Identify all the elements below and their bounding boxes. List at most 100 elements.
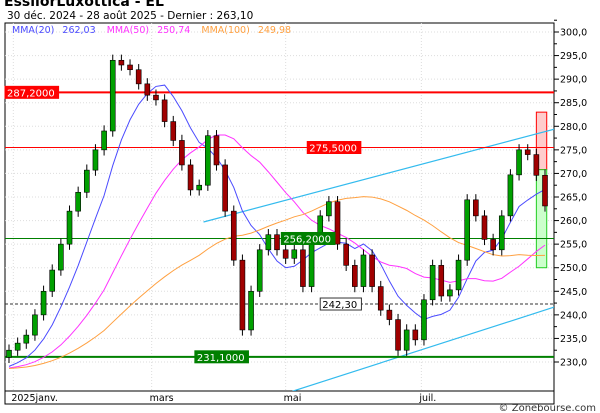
candle-body xyxy=(40,290,47,316)
legend-ma100-value: 249,98 xyxy=(257,25,292,36)
candle-body xyxy=(127,64,133,71)
candle-body xyxy=(144,83,151,96)
y-tick-label: 260,0 xyxy=(560,216,587,227)
channel-line xyxy=(203,128,554,223)
x-tick-label: juil. xyxy=(418,393,436,404)
channel-line xyxy=(292,306,554,391)
y-tick-label: 230,0 xyxy=(560,358,587,369)
candle-body xyxy=(343,243,349,266)
candle-body xyxy=(524,149,531,155)
candle-body xyxy=(498,215,505,251)
candle-body xyxy=(118,59,125,66)
candle-body xyxy=(49,269,56,292)
level-label-box xyxy=(280,231,336,245)
legend: MMA(20) 262,03 MMA(50) 250,74 MMA(100) 249,… xyxy=(12,25,299,36)
y-tick-label: 275,0 xyxy=(560,145,587,156)
legend-ma100-label: MMA(100) xyxy=(201,25,250,36)
candle-body xyxy=(92,149,99,171)
chart-title: EssilorLuxottica - EL xyxy=(4,0,164,10)
candle-body xyxy=(516,149,522,176)
candle-body xyxy=(421,299,427,341)
candle-body xyxy=(205,135,211,186)
candle-body xyxy=(464,199,470,261)
moving-average-line xyxy=(8,134,546,369)
candle-body xyxy=(170,121,177,141)
candle-body xyxy=(455,259,462,291)
candle-body xyxy=(308,239,315,287)
chart-subtitle: 30 déc. 2024 - 28 août 2025 - Dernier : … xyxy=(7,10,254,22)
candle-body xyxy=(300,249,306,287)
candle-body xyxy=(32,314,38,336)
moving-average-line xyxy=(8,84,546,367)
legend-ma20-value: 262,03 xyxy=(62,25,96,36)
x-tick-label: mars xyxy=(150,393,174,404)
level-label: 231,1000 xyxy=(197,353,245,364)
candle-body xyxy=(481,215,488,240)
candle-body xyxy=(490,239,496,251)
candle-body xyxy=(23,334,30,344)
candle-body xyxy=(334,201,341,245)
level-label-box xyxy=(194,350,249,364)
candle-body xyxy=(213,135,220,166)
candle-body xyxy=(282,249,289,259)
candle-body xyxy=(352,265,358,287)
candle-body xyxy=(256,249,263,292)
y-tick-label: 245,0 xyxy=(560,287,587,298)
candle-body xyxy=(412,329,419,341)
y-tick-label: 280,0 xyxy=(560,122,587,133)
candle-body xyxy=(403,329,410,351)
candle-body xyxy=(84,169,90,193)
legend-ma50-label: MMA(50) xyxy=(106,25,150,36)
candle-body xyxy=(377,286,384,311)
candle-body xyxy=(66,210,73,245)
candle-body xyxy=(14,342,21,351)
y-tick-label: 285,0 xyxy=(560,98,587,109)
candle-body xyxy=(196,184,202,191)
level-label: 275,5000 xyxy=(309,144,357,155)
candle-body xyxy=(395,319,401,351)
level-label-box xyxy=(4,85,60,99)
candle-body xyxy=(326,201,332,217)
y-tick-label: 290,0 xyxy=(560,75,587,86)
level-label: 287,2000 xyxy=(7,88,55,99)
candle-body xyxy=(248,290,254,331)
level-label-box xyxy=(306,141,362,154)
candle-body xyxy=(179,140,185,166)
copyright: © Zonebourse.com xyxy=(498,403,596,413)
candle-body xyxy=(274,234,280,251)
candle-body xyxy=(153,94,159,101)
candle-body xyxy=(386,309,393,320)
candle-body xyxy=(429,265,436,301)
y-tick-label: 255,0 xyxy=(560,240,587,251)
y-tick-label: 240,0 xyxy=(560,310,587,321)
candle-body xyxy=(75,191,81,212)
candle-body xyxy=(135,69,142,85)
x-tick-label: mai xyxy=(284,393,302,404)
candle-body xyxy=(230,210,237,261)
candle-body xyxy=(101,130,107,151)
candle-body xyxy=(438,265,445,297)
candle-body xyxy=(291,249,298,259)
candle-body xyxy=(239,259,246,331)
plot-frame xyxy=(4,22,555,405)
candle-body xyxy=(542,175,548,207)
candle-body xyxy=(109,59,116,132)
candle-body xyxy=(369,254,375,287)
candle-body xyxy=(6,349,12,358)
target-box xyxy=(535,169,548,269)
candle-body xyxy=(447,289,453,297)
candle-body xyxy=(533,154,540,176)
level-label: 256,2000 xyxy=(283,234,331,245)
x-tick-label: 2025janv. xyxy=(11,393,58,404)
y-tick-label: 300,0 xyxy=(560,28,587,39)
candle-body xyxy=(507,174,514,217)
candle-body xyxy=(58,243,64,271)
moving-average-line xyxy=(8,196,546,370)
candle-body xyxy=(187,164,194,191)
y-tick-label: 235,0 xyxy=(560,334,587,345)
legend-ma20-label: MMA(20) xyxy=(12,25,55,36)
candle-body xyxy=(222,164,228,212)
candle-body xyxy=(360,254,367,287)
